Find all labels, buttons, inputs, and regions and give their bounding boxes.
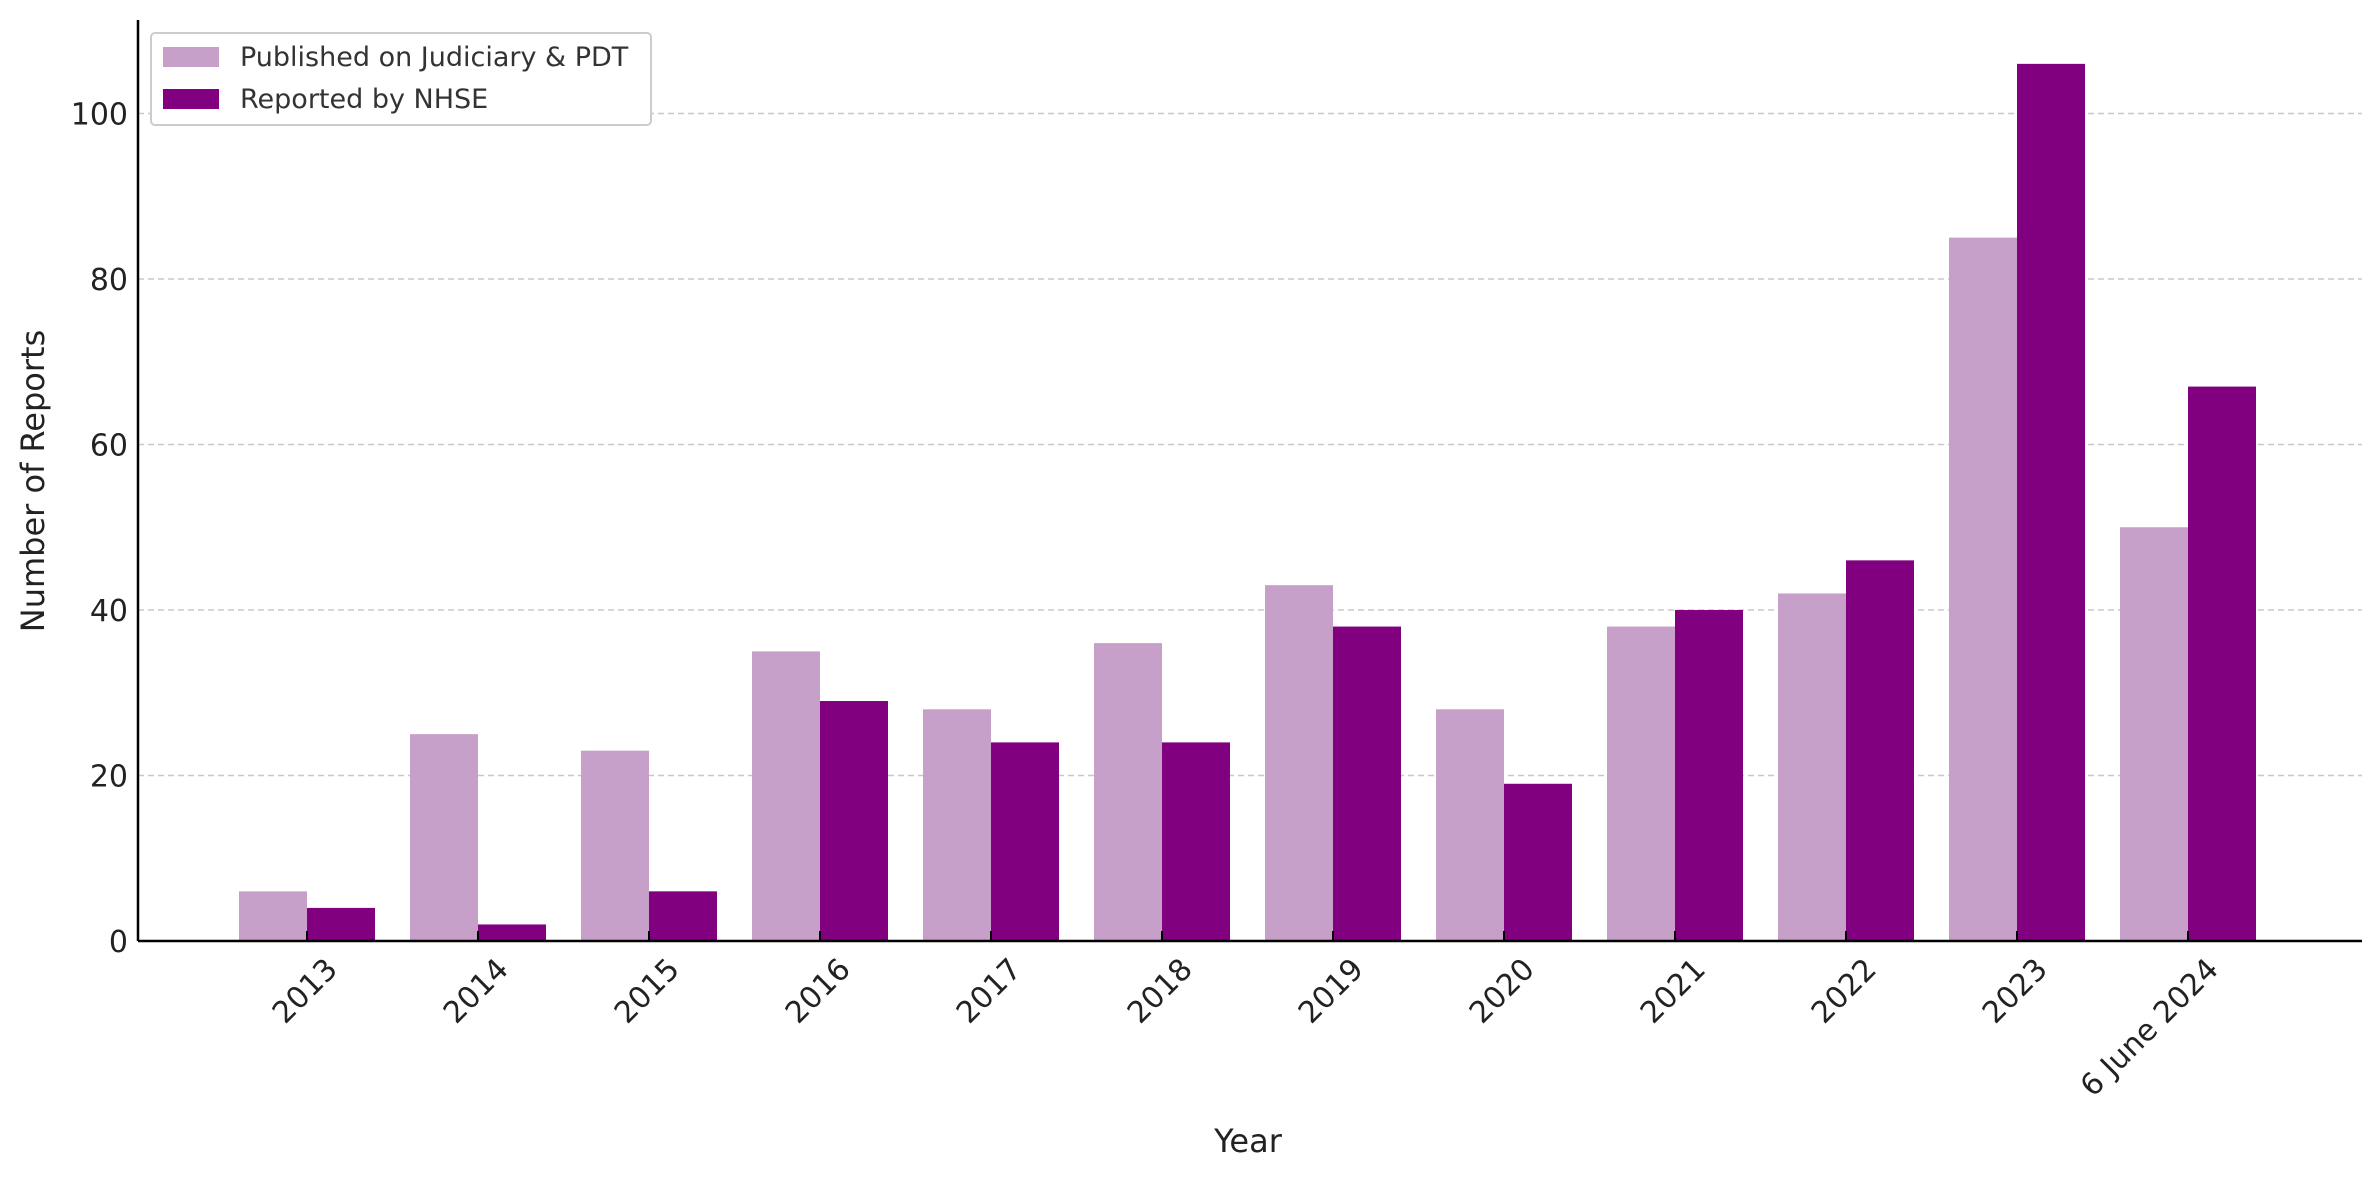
bar-published — [1265, 585, 1333, 941]
bar-reported — [1675, 610, 1743, 941]
bar-published — [1607, 626, 1675, 941]
x-tick-label: 2016 — [779, 952, 858, 1031]
x-tick-label: 2022 — [1805, 952, 1884, 1031]
x-axis-title: Year — [1213, 1122, 1283, 1160]
bar-published — [410, 734, 478, 941]
bar-reported — [1846, 560, 1914, 941]
x-tick-label: 2023 — [1976, 952, 2055, 1031]
x-tick-label: 2019 — [1292, 952, 1371, 1031]
bar-reported — [478, 924, 546, 941]
x-tick-label: 2015 — [608, 952, 687, 1031]
axes — [136, 20, 2362, 943]
legend-label-reported: Reported by NHSE — [240, 84, 488, 115]
x-ticks: 2013 2014 2015 2016 2017 2018 2019 2020 2021 2022… — [266, 931, 2226, 1104]
bar-reported — [649, 891, 717, 941]
y-tick-label: 80 — [90, 263, 128, 298]
y-ticks: 0 20 40 60 80 100 — [71, 98, 128, 960]
y-tick-label: 0 — [109, 925, 128, 960]
bar-reported — [1504, 783, 1572, 941]
bar-published — [752, 651, 820, 941]
legend: Published on Judiciary & PDT Reported by… — [150, 32, 652, 126]
x-tick-label: 6 June 2024 — [2074, 952, 2226, 1104]
bar-reported — [2188, 386, 2256, 941]
y-tick-label: 40 — [90, 594, 128, 629]
x-tick-label: 2020 — [1463, 952, 1542, 1031]
bar-reported — [820, 701, 888, 941]
bar-published — [1778, 593, 1846, 941]
x-tick-label: 2021 — [1634, 952, 1713, 1031]
y-axis-title: Number of Reports — [14, 330, 52, 632]
bar-published — [1436, 709, 1504, 941]
bars — [239, 63, 2256, 942]
bar-reported — [307, 907, 375, 941]
bar-reported — [991, 742, 1059, 941]
legend-box — [150, 32, 652, 126]
x-tick-label: 2014 — [437, 952, 516, 1031]
legend-swatch-reported — [163, 89, 219, 109]
bar-published — [923, 709, 991, 941]
bar-reported — [2017, 63, 2085, 942]
y-tick-label: 20 — [90, 760, 128, 795]
x-tick-label: 2013 — [266, 952, 345, 1031]
x-tick-label: 2017 — [950, 952, 1029, 1031]
bar-published — [2120, 527, 2188, 941]
bar-published — [1949, 237, 2017, 941]
x-tick-label: 2018 — [1121, 952, 1200, 1031]
bar-reported — [1162, 742, 1230, 941]
legend-label-published: Published on Judiciary & PDT — [240, 42, 629, 73]
legend-swatch-published — [163, 47, 219, 67]
bar-published — [239, 891, 307, 941]
bar-published — [581, 750, 649, 941]
y-tick-label: 60 — [90, 429, 128, 464]
bar-published — [1094, 643, 1162, 941]
bar-reported — [1333, 626, 1401, 941]
y-tick-label: 100 — [71, 98, 128, 133]
